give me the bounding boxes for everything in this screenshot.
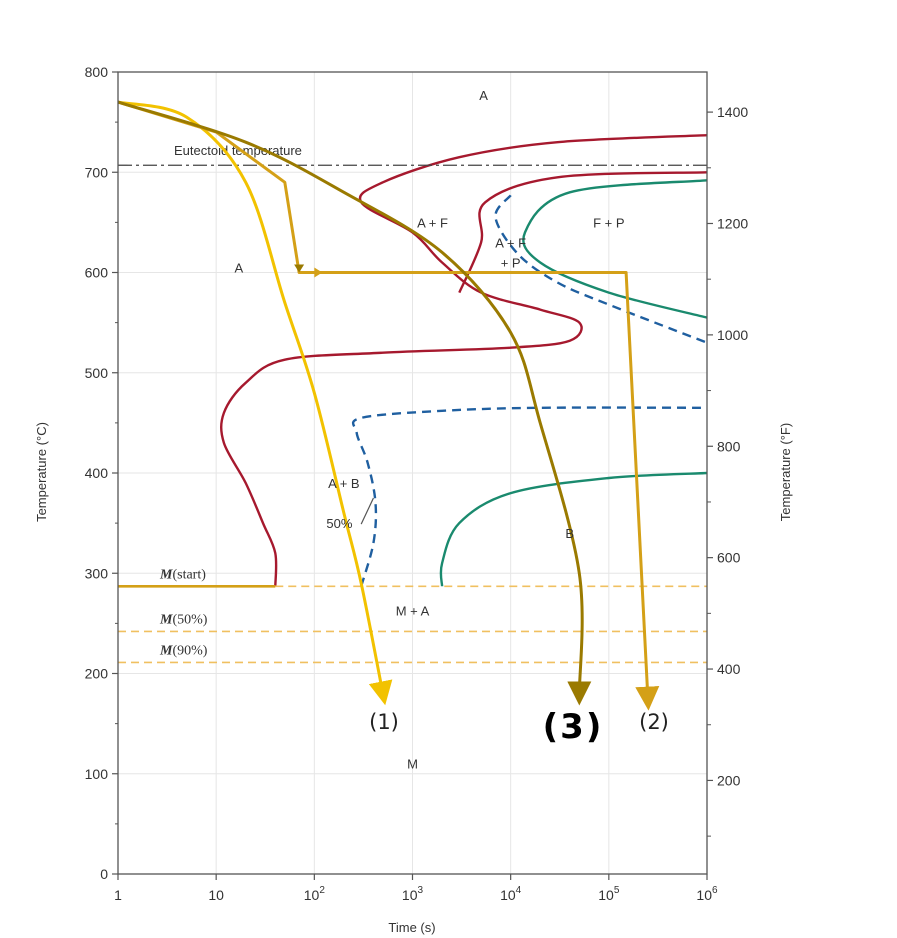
- cooling-paths: [117, 100, 660, 711]
- left-tick-label: 600: [85, 265, 109, 281]
- path-2-down-arrow: [294, 264, 305, 273]
- left-tick-label: 800: [85, 64, 109, 80]
- grid: [118, 72, 707, 874]
- martensite-lines: Eutectoid temperature M(start) M(50%) M(90%…: [118, 143, 707, 664]
- axes: 0 100 200 300 400 500 600 700 800 200 400 600 800 100…: [85, 64, 749, 903]
- x-tick-label: 102: [304, 885, 326, 903]
- path-label-1: (1): [369, 710, 399, 734]
- martensite-label: M(50%): [159, 612, 208, 627]
- left-tick-label: 300: [85, 565, 109, 581]
- region-label: B: [565, 526, 574, 541]
- left-tick-label: 700: [85, 164, 109, 180]
- series-layer: [220, 134, 708, 587]
- x-tick-label: 104: [500, 885, 522, 903]
- right-tick-label: 1400: [717, 104, 748, 120]
- path-label-2: (2): [639, 710, 669, 734]
- x-tick-label: 10: [208, 887, 224, 903]
- region-label: A + F: [495, 235, 526, 250]
- eutectoid-label: Eutectoid temperature: [174, 143, 302, 158]
- region-label: M: [407, 757, 418, 772]
- left-tick-label: 0: [100, 866, 108, 882]
- left-tick-label: 500: [85, 365, 109, 381]
- x-axis-title: Time (s): [388, 920, 435, 935]
- martensite-label: M(start): [159, 567, 206, 582]
- region-label: A: [479, 88, 488, 103]
- right-tick-label: 400: [717, 661, 741, 677]
- region-label: 50%: [326, 516, 352, 531]
- transformation-curve: [458, 171, 708, 294]
- right-tick-label: 600: [717, 550, 741, 566]
- right-axis-title: Temperature (°F): [778, 423, 793, 521]
- x-tick-label: 106: [696, 885, 718, 903]
- region-label: A + B: [328, 476, 359, 491]
- region-label: + P: [501, 255, 521, 270]
- region-label: F + P: [593, 215, 624, 230]
- left-tick-label: 400: [85, 465, 109, 481]
- martensite-label: M(90%): [159, 643, 208, 658]
- fifty-percent-pointer: [360, 497, 374, 525]
- transformation-curve: [220, 134, 708, 587]
- right-tick-label: 1200: [717, 215, 748, 231]
- transformation-curve: [522, 179, 708, 319]
- path-2-mid-arrow: [314, 267, 323, 278]
- left-tick-label: 100: [85, 766, 109, 782]
- x-tick-label: 1: [114, 887, 122, 903]
- left-axis-title: Temperature (°C): [34, 422, 49, 522]
- path-label-3: (3): [543, 707, 604, 747]
- right-tick-label: 200: [717, 772, 741, 788]
- region-label: A + F: [417, 215, 448, 230]
- region-label: A: [234, 261, 243, 276]
- x-tick-label: 103: [402, 885, 424, 903]
- cooling-path-3: [117, 100, 592, 706]
- region-label: M + A: [396, 603, 430, 618]
- x-tick-label: 105: [598, 885, 620, 903]
- left-tick-label: 200: [85, 666, 109, 682]
- labels: A A + F A + F + P F + P A A + B 50% B M + A M: [234, 88, 624, 772]
- right-tick-label: 800: [717, 438, 741, 454]
- right-tick-label: 1000: [717, 327, 748, 343]
- transformation-curve: [439, 471, 708, 587]
- transformation-curve: [351, 406, 708, 587]
